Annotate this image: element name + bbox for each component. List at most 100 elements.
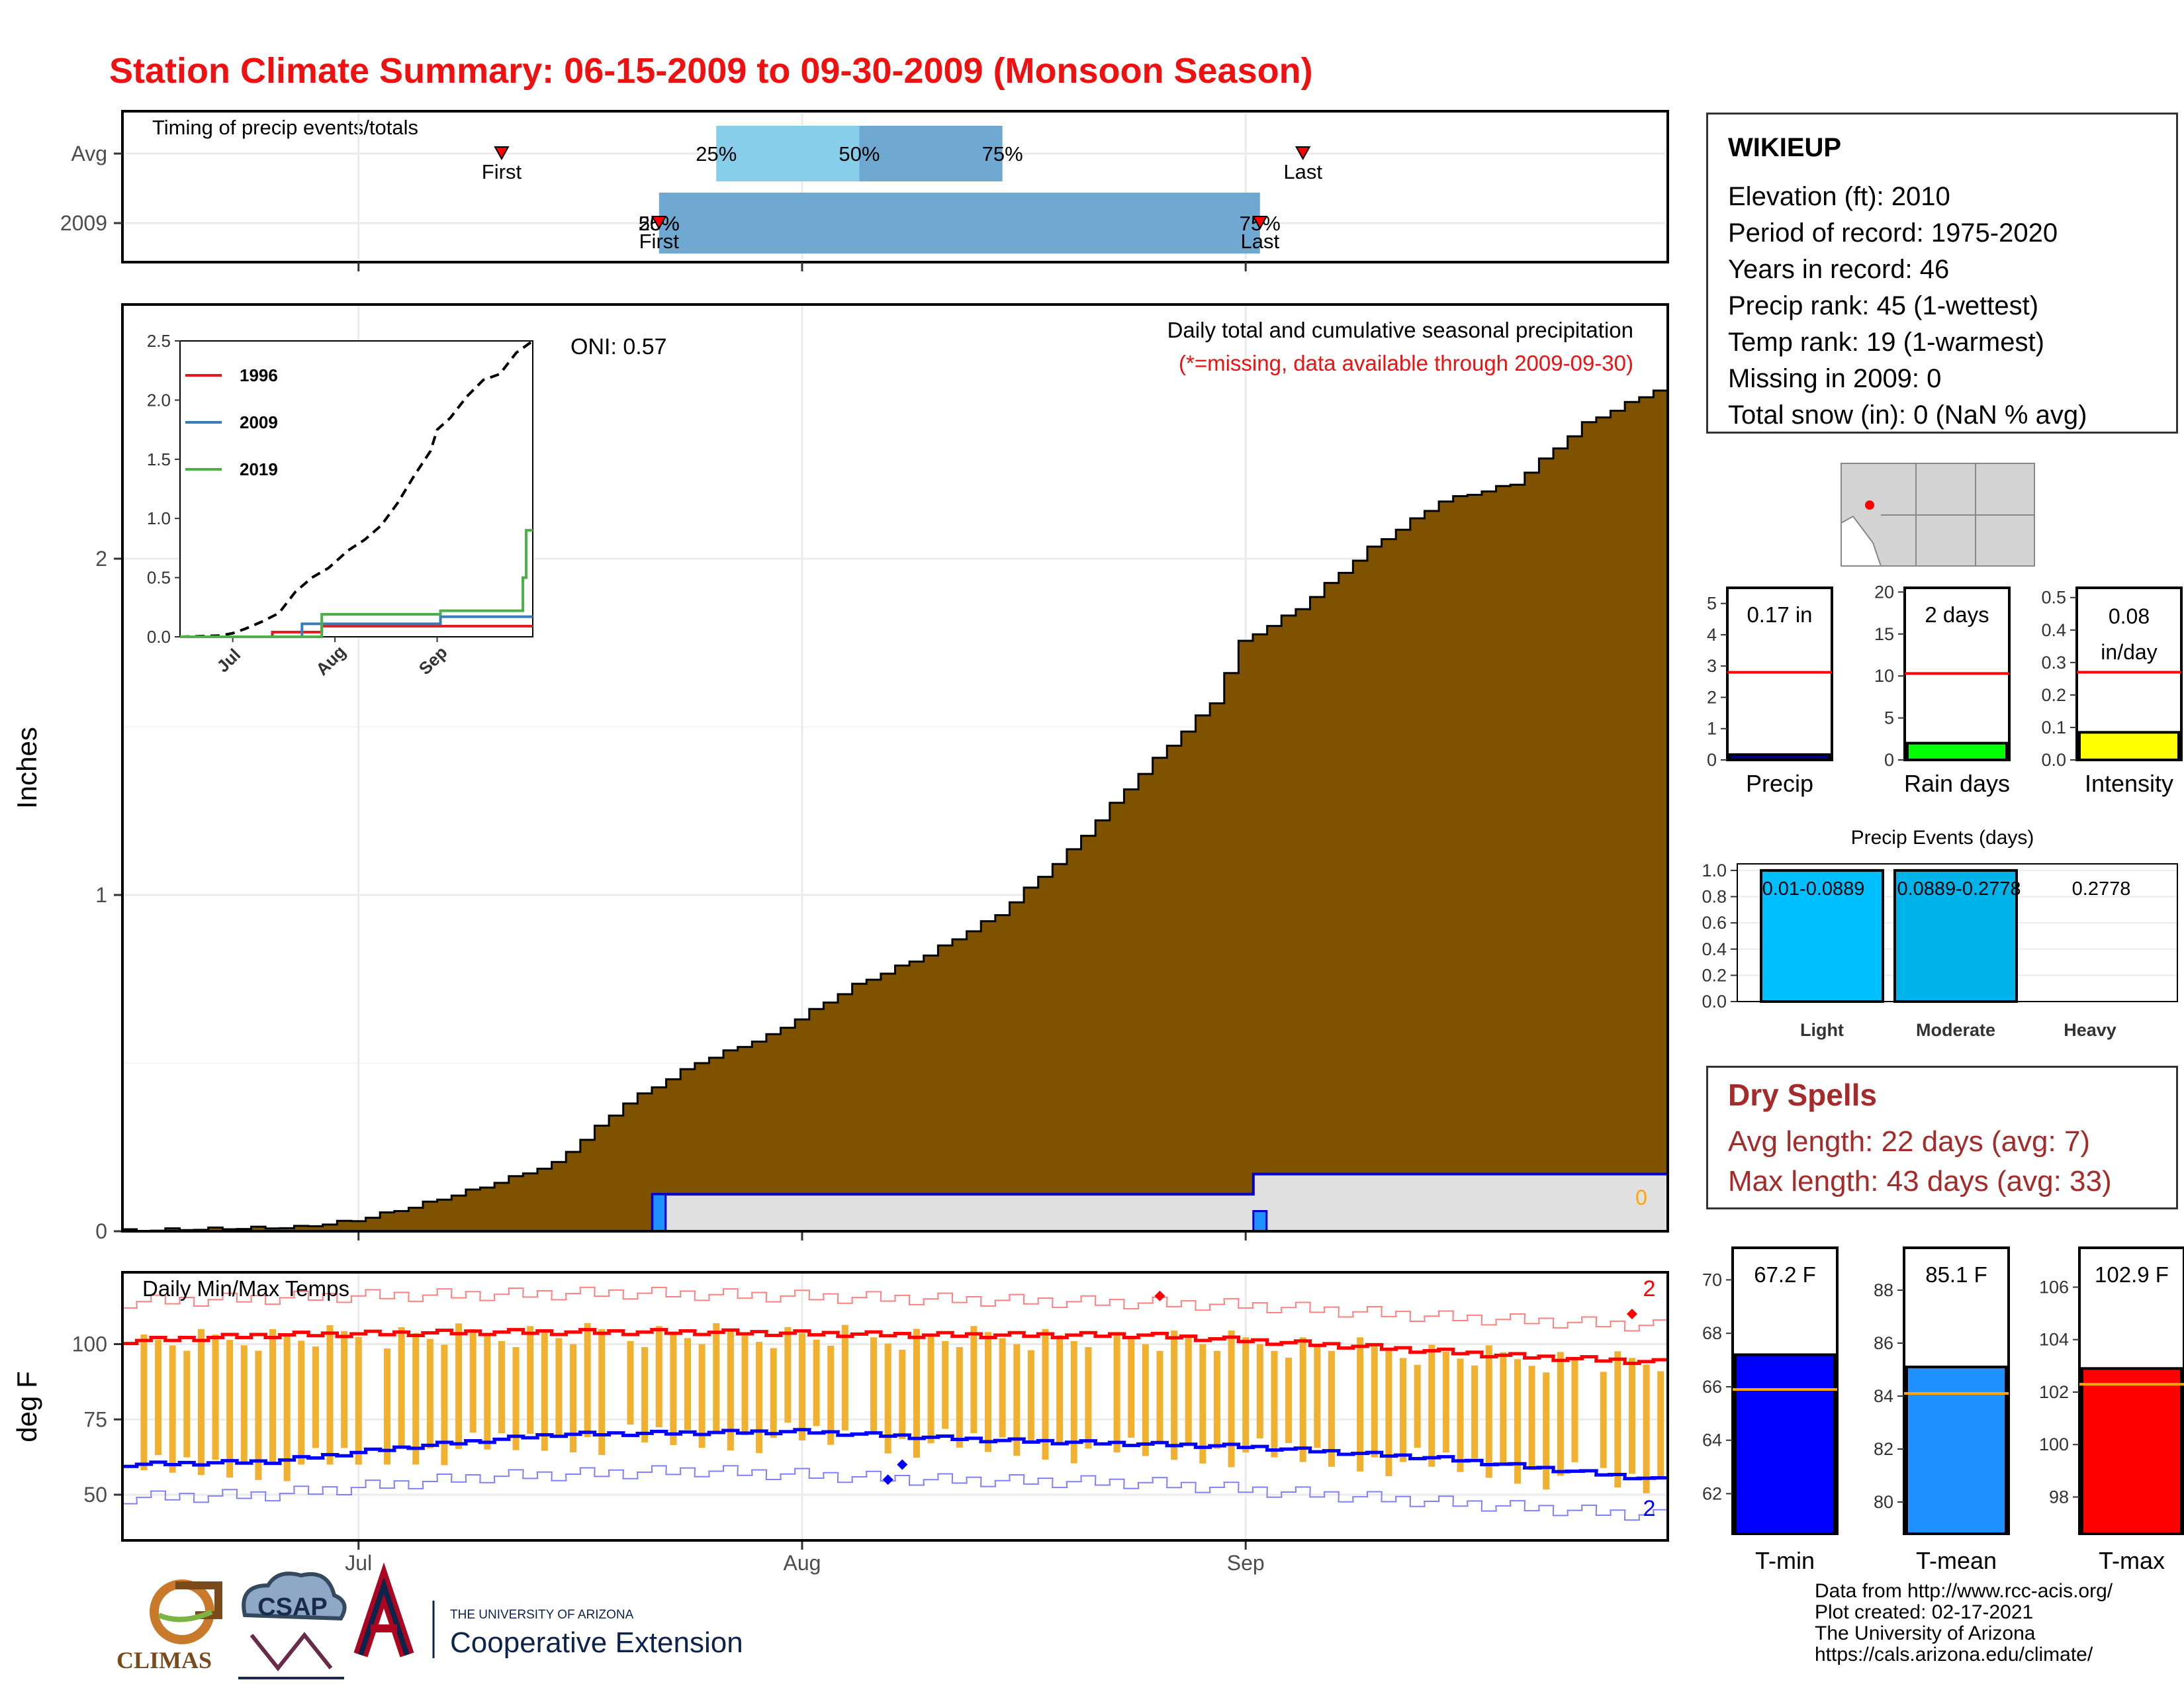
inches-axis-label: Inches	[11, 727, 42, 809]
summary-y-tick-label: 102	[2039, 1382, 2069, 1402]
oni-annotation: ONI: 0.57	[570, 334, 667, 359]
timing-panel: Timing of precip events/totals 25% 50% 75%…	[60, 110, 1669, 271]
summary-y-tick-label: 0.3	[2041, 653, 2066, 673]
summary-value-label: in/day	[2101, 640, 2157, 664]
summary-y-tick-label: 106	[2039, 1277, 2069, 1297]
events-category-label: Heavy	[2064, 1020, 2116, 1040]
temperature-panel: 50 75 100 Jul Aug Sep Daily Min/Max Temps 2 2…	[11, 1271, 1669, 1575]
timing-category-label: 2009	[60, 211, 107, 235]
summary-panel-name: T-max	[2099, 1547, 2165, 1574]
locator-map	[1841, 463, 2035, 567]
summary-panel-name: T-mean	[1916, 1547, 1997, 1574]
station-info-box: WIKIEUP Elevation (ft): 2010 Period of r…	[1706, 113, 2178, 434]
summary-y-tick-label: 88	[1874, 1280, 1893, 1300]
avg-first-label: First	[482, 160, 522, 183]
temps-y-tick-label: 100	[72, 1333, 107, 1356]
inset-series-line	[180, 529, 533, 638]
summary-y-tick-label: 15	[1874, 624, 1894, 644]
summary-value-label: 102.9 F	[2095, 1262, 2169, 1287]
summary-y-tick-label: 104	[2039, 1330, 2069, 1350]
summary-y-tick-label: 0	[1884, 750, 1894, 770]
station-info-line: Missing in 2009: 0	[1728, 364, 1942, 393]
summary-y-tick-label: 3	[1707, 656, 1717, 676]
precip-events-panel: Precip Events (days) 0.0 0.2 0.4 0.6 0.8 1.0 L…	[1702, 827, 2178, 1040]
cumulative-average-area	[121, 389, 1669, 1233]
summary-panel-name: Intensity	[2085, 770, 2173, 797]
summary-y-tick-label: 86	[1874, 1333, 1893, 1353]
summary-y-tick-label: 70	[1702, 1270, 1722, 1289]
footer-credits: Data from http://www.rcc-acis.org/ Plot …	[1815, 1581, 2113, 1665]
dry-spells-title: Dry Spells	[1728, 1078, 1877, 1112]
record-max-line	[122, 1286, 1668, 1332]
events-y-tick-label: 0.4	[1702, 939, 1727, 959]
station-info-line: Total snow (in): 0 (NaN % avg)	[1728, 400, 2087, 430]
avg-timing-band-50-75	[859, 126, 1003, 181]
station-location-marker	[1865, 500, 1874, 510]
station-info-line: Period of record: 1975-2020	[1728, 218, 2058, 248]
avg-last-label: Last	[1283, 160, 1322, 183]
events-y-tick-label: 1.0	[1702, 861, 1727, 880]
summary-y-tick-label: 100	[2039, 1434, 2069, 1454]
university-of-arizona-logo: THE UNIVERSITY OF ARIZONA Cooperative Ex…	[353, 1562, 743, 1659]
cumulative-y-tick-label: 0	[95, 1219, 107, 1243]
summary-y-tick-label: 5	[1707, 594, 1717, 614]
summary-y-tick-label: 1	[1707, 719, 1717, 739]
dry-spells-avg: Avg length: 22 days (avg: 7)	[1728, 1125, 2091, 1158]
record-day-marker	[897, 1459, 908, 1470]
summary-y-tick-label: 4	[1707, 625, 1717, 645]
temps-x-tick-label: Sep	[1227, 1551, 1265, 1575]
events-bar	[1893, 868, 2018, 1004]
page-title: Station Climate Summary: 06-15-2009 to 0…	[109, 51, 1313, 91]
events-bar-range-label: 0.0889-0.2778	[1897, 878, 2021, 900]
dry-spells-box: Dry Spells Avg length: 22 days (avg: 7) …	[1706, 1066, 2178, 1209]
summary-y-tick-label: 0	[1707, 750, 1717, 770]
inset-legend-label: 2019	[240, 459, 278, 479]
events-bar-range-label: 0.2778	[2072, 878, 2131, 900]
avg-percentile-label: 25%	[696, 142, 737, 165]
avg-last-marker	[1295, 146, 1311, 161]
avg-min-line	[122, 1428, 1668, 1481]
ua-small-text: THE UNIVERSITY OF ARIZONA	[450, 1608, 634, 1622]
summary-y-tick-label: 0.4	[2041, 620, 2066, 640]
summary-y-tick-label: 0.0	[2041, 750, 2066, 770]
temps-x-tick-label: Jul	[345, 1551, 372, 1575]
summary-y-tick-label: 84	[1874, 1386, 1893, 1406]
inset-y-tick-label: 1.0	[147, 508, 171, 528]
events-bar	[1760, 868, 1884, 1004]
station-info-line: Years in record: 46	[1728, 255, 1950, 284]
summary-y-tick-label: 82	[1874, 1439, 1893, 1459]
inset-y-tick-label: 2.0	[147, 390, 171, 410]
climas-logo-text: CLIMAS	[116, 1647, 212, 1673]
timing-category-label: Avg	[71, 142, 107, 165]
avg-percentile-label: 75%	[982, 142, 1023, 165]
temps-y-tick-label: 75	[83, 1407, 107, 1431]
summary-bar	[1729, 753, 1831, 761]
summary-bar	[1734, 1353, 1836, 1536]
summary-y-tick-label: 0.2	[2041, 685, 2066, 705]
summary-y-tick-label: 66	[1702, 1377, 1722, 1397]
summary-y-tick-label: 2	[1707, 687, 1717, 707]
inset-legend-label: 2009	[240, 412, 278, 432]
summary-panel-name: Rain days	[1904, 770, 2010, 797]
summary-panel-frame	[1726, 586, 1833, 761]
cumulative-y-tick-label: 2	[95, 547, 107, 571]
summary-y-tick-label: 64	[1702, 1430, 1722, 1450]
summary-y-tick-label: 68	[1702, 1323, 1722, 1343]
daily-precip-bar	[1252, 1210, 1268, 1233]
y2009-first-label: First	[639, 230, 680, 253]
avg-percentile-label: 50%	[839, 142, 880, 165]
summary-y-tick-label: 0.5	[2041, 588, 2066, 608]
avg-max-line	[122, 1328, 1668, 1366]
events-y-tick-label: 0.0	[1702, 992, 1727, 1011]
record-day-marker	[1154, 1290, 1165, 1301]
inset-plot-area	[179, 340, 533, 637]
inset-y-tick-label: 2.5	[147, 331, 171, 351]
inset-y-tick-label: 0.5	[147, 568, 171, 588]
station-info-line: Precip rank: 45 (1-wettest)	[1728, 291, 2039, 320]
events-y-tick-label: 0.6	[1702, 913, 1727, 933]
timing-title: Timing of precip events/totals	[152, 116, 418, 139]
summary-y-tick-label: 62	[1702, 1483, 1722, 1503]
station-info-line: Elevation (ft): 2010	[1728, 182, 1950, 211]
footer-line: Data from http://www.rcc-acis.org/	[1815, 1580, 2113, 1602]
